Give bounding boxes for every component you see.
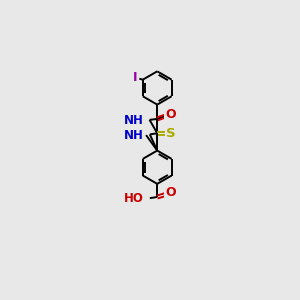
Text: I: I (133, 71, 138, 84)
Text: S: S (166, 127, 176, 140)
Text: HO: HO (124, 192, 143, 206)
Text: O: O (165, 108, 176, 121)
Text: NH: NH (124, 129, 144, 142)
Text: NH: NH (124, 114, 143, 127)
Text: O: O (165, 186, 176, 199)
